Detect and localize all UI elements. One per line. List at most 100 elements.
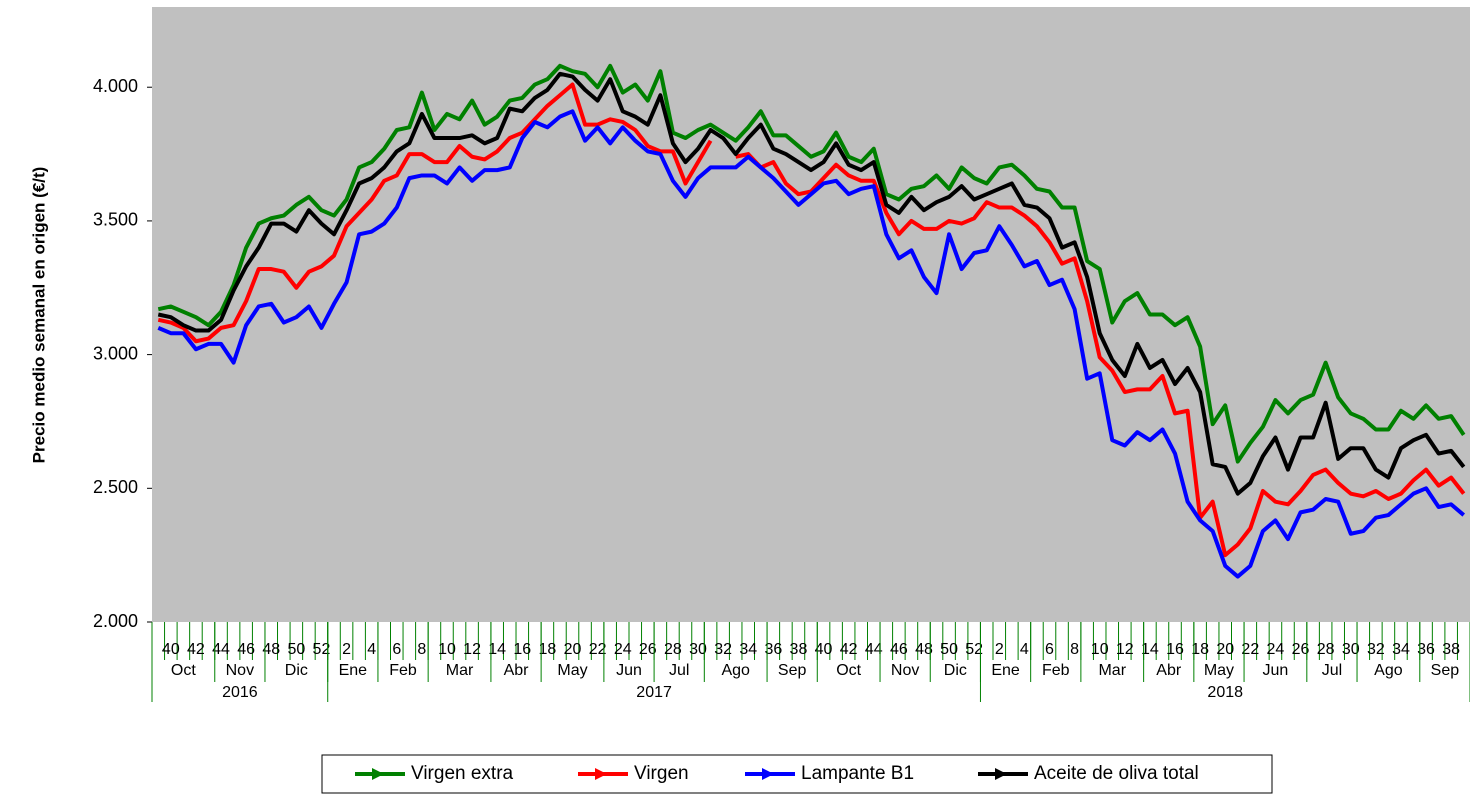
month-label: Ago <box>1374 662 1403 679</box>
month-label: Jul <box>669 662 689 679</box>
month-label: May <box>557 662 587 679</box>
x-tick-label: 36 <box>1417 641 1435 658</box>
x-tick-label: 52 <box>313 641 331 658</box>
y-tick-label: 3.500 <box>93 210 138 230</box>
legend-marker <box>595 768 607 780</box>
year-label: 2018 <box>1207 684 1243 701</box>
legend-label: Aceite de oliva total <box>1034 763 1199 784</box>
month-label: Oct <box>171 662 196 679</box>
x-tick-label: 30 <box>689 641 707 658</box>
series-line <box>157 82 1466 558</box>
x-tick-label: 6 <box>1045 641 1054 658</box>
x-tick-label: 40 <box>815 641 833 658</box>
x-tick-label: 42 <box>840 641 858 658</box>
x-tick-label: 44 <box>865 641 883 658</box>
legend-box <box>321 754 1273 794</box>
month-label: Nov <box>226 662 254 679</box>
month-label: Feb <box>389 662 417 679</box>
x-tick-label: 10 <box>1091 641 1109 658</box>
x-tick-label: 40 <box>162 641 180 658</box>
x-tick-label: 36 <box>764 641 782 658</box>
month-label: Ene <box>339 662 368 679</box>
y-tick-label: 2.000 <box>93 611 138 631</box>
x-tick-label: 20 <box>564 641 582 658</box>
x-tick-label: 10 <box>438 641 456 658</box>
year-label: 2016 <box>222 684 258 701</box>
x-tick-label: 28 <box>1317 641 1335 658</box>
month-label: Oct <box>836 662 861 679</box>
x-tick-label: 20 <box>1216 641 1234 658</box>
legend-marker <box>995 768 1007 780</box>
x-tick-label: 38 <box>790 641 808 658</box>
x-tick-label: 14 <box>488 641 506 658</box>
legend-marker <box>762 768 774 780</box>
month-label: Jun <box>616 662 642 679</box>
x-tick-label: 24 <box>614 641 632 658</box>
x-tick-label: 30 <box>1342 641 1360 658</box>
x-tick-label: 22 <box>1241 641 1259 658</box>
month-label: Dic <box>944 662 967 679</box>
month-label: Jun <box>1263 662 1289 679</box>
x-tick-label: 46 <box>237 641 255 658</box>
month-label: Sep <box>778 662 807 679</box>
month-label: Ene <box>991 662 1020 679</box>
x-tick-label: 26 <box>1292 641 1310 658</box>
x-tick-label: 46 <box>890 641 908 658</box>
x-tick-label: 6 <box>392 641 401 658</box>
plot-area <box>152 7 1470 622</box>
x-tick-label: 52 <box>965 641 983 658</box>
x-tick-label: 22 <box>589 641 607 658</box>
x-tick-label: 28 <box>664 641 682 658</box>
x-tick-label: 50 <box>287 641 305 658</box>
x-tick-label: 2 <box>342 641 351 658</box>
x-tick-label: 8 <box>417 641 426 658</box>
y-tick-label: 3.000 <box>93 343 138 363</box>
x-tick-label: 4 <box>1020 641 1029 658</box>
x-tick-label: 34 <box>739 641 757 658</box>
series-line <box>157 71 1466 496</box>
month-label: Mar <box>446 662 474 679</box>
y-axis-title: Precio medio semanal en origen (€/t) <box>29 167 48 464</box>
month-label: Nov <box>891 662 919 679</box>
x-tick-label: 2 <box>995 641 1004 658</box>
month-label: Mar <box>1098 662 1126 679</box>
x-tick-label: 4 <box>367 641 376 658</box>
legend-label: Lampante B1 <box>801 763 914 784</box>
x-tick-label: 16 <box>1166 641 1184 658</box>
x-tick-label: 44 <box>212 641 230 658</box>
x-tick-label: 48 <box>915 641 933 658</box>
x-tick-label: 12 <box>463 641 481 658</box>
y-tick-label: 4.000 <box>93 76 138 96</box>
month-label: Feb <box>1042 662 1070 679</box>
year-label: 2017 <box>636 684 672 701</box>
x-tick-label: 34 <box>1392 641 1410 658</box>
legend-label: Virgen <box>634 763 689 784</box>
month-label: Sep <box>1431 662 1460 679</box>
x-tick-label: 8 <box>1070 641 1079 658</box>
month-label: Abr <box>504 662 530 679</box>
x-tick-label: 50 <box>940 641 958 658</box>
month-label: Jul <box>1322 662 1342 679</box>
x-tick-label: 48 <box>262 641 280 658</box>
month-label: Dic <box>285 662 308 679</box>
legend-marker <box>372 768 384 780</box>
x-tick-label: 32 <box>1367 641 1385 658</box>
x-tick-label: 14 <box>1141 641 1159 658</box>
x-tick-label: 16 <box>513 641 531 658</box>
x-tick-label: 18 <box>539 641 557 658</box>
x-tick-label: 32 <box>714 641 732 658</box>
legend-label: Virgen extra <box>411 763 514 784</box>
month-label: Ago <box>721 662 750 679</box>
series-line <box>157 63 1466 464</box>
x-tick-label: 18 <box>1191 641 1209 658</box>
x-tick-label: 12 <box>1116 641 1134 658</box>
month-label: Abr <box>1156 662 1182 679</box>
x-tick-label: 42 <box>187 641 205 658</box>
x-tick-label: 38 <box>1442 641 1460 658</box>
y-tick-label: 2.500 <box>93 477 138 497</box>
x-tick-label: 24 <box>1267 641 1285 658</box>
series-line <box>157 109 1466 579</box>
month-label: May <box>1204 662 1234 679</box>
